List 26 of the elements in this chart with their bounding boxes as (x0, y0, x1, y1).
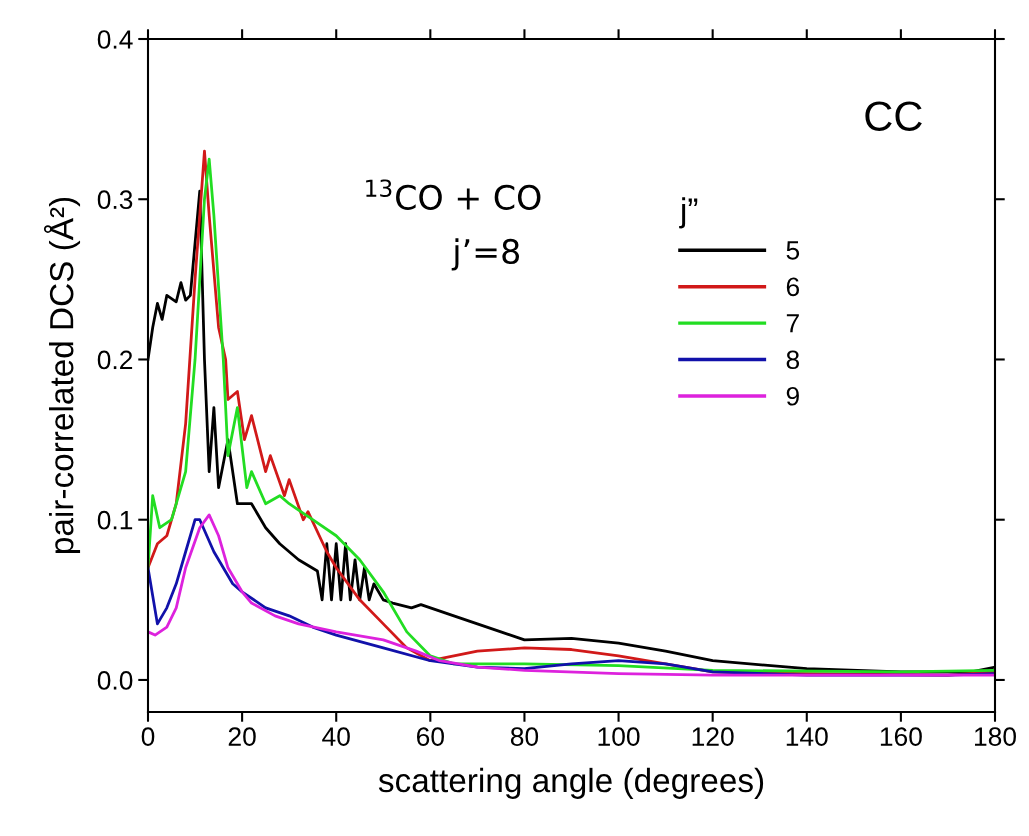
x-tick-label: 60 (417, 727, 444, 746)
y-tick-label: 0.3 (97, 190, 133, 210)
y-tick-label: 0.2 (97, 350, 133, 370)
x-tick-label: 160 (880, 727, 922, 746)
legend-label: 9 (786, 386, 799, 406)
x-tick-label: 120 (692, 727, 734, 746)
x-tick-label: 40 (322, 727, 350, 746)
y-tick-label: 0.0 (97, 671, 133, 690)
x-tick-label: 80 (510, 727, 539, 746)
legend-label: 8 (786, 350, 800, 370)
x-tick-label: 180 (975, 727, 1016, 746)
legend-label: 5 (786, 241, 800, 260)
x-tick-label: 140 (786, 727, 828, 746)
x-tick-label: 100 (598, 727, 640, 746)
annotation: $^{13}$CO + CO (366, 179, 541, 210)
x-tick-label: 0 (141, 727, 155, 746)
x-axis-title: scattering angle (degrees) (378, 767, 764, 799)
x-tick-label: 20 (228, 727, 256, 746)
annotation: CC (865, 101, 922, 131)
y-axis-title: pair-correlated DCS (Å²) (43, 197, 81, 554)
legend-title: j” (679, 197, 698, 229)
legend-label: 7 (786, 314, 799, 333)
legend-label: 6 (786, 277, 800, 297)
annotation: j’=8 (451, 238, 520, 271)
y-tick-label: 0.1 (97, 510, 133, 530)
y-tick-label: 0.4 (97, 30, 133, 49)
